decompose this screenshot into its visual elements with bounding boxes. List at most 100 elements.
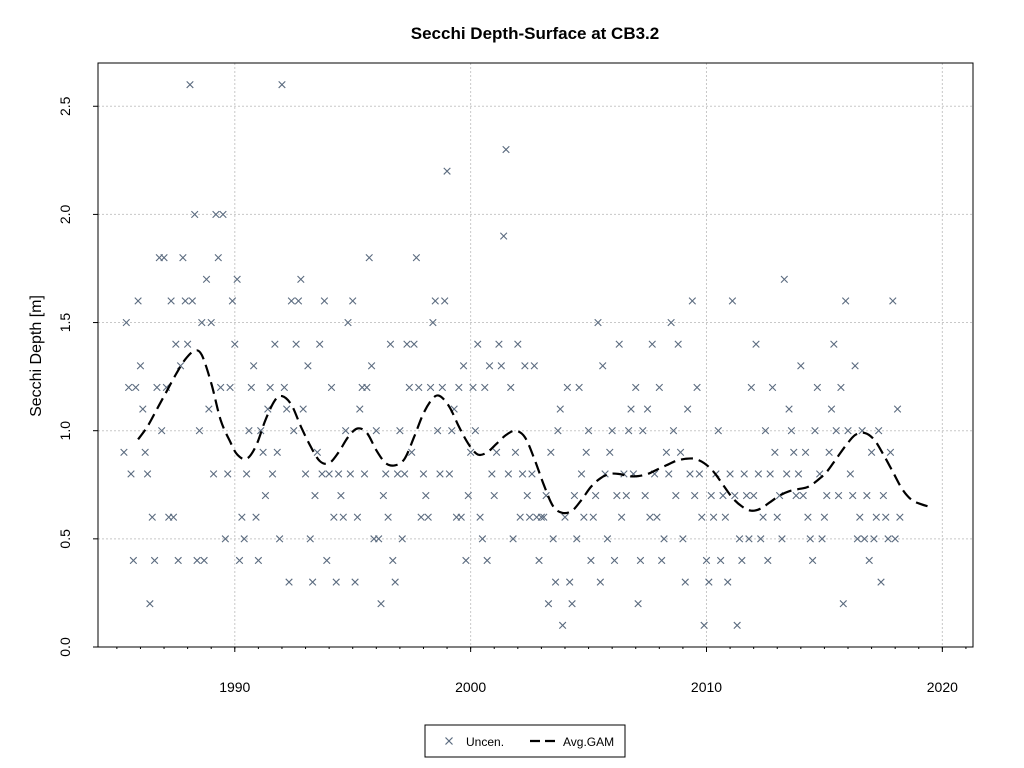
data-point	[530, 362, 539, 370]
data-point	[636, 556, 645, 565]
data-point	[603, 535, 612, 543]
data-point	[294, 297, 303, 305]
data-point	[127, 470, 135, 478]
data-point	[745, 535, 753, 543]
data-point	[540, 513, 548, 521]
data-point	[691, 491, 699, 500]
data-point	[297, 275, 305, 283]
data-point	[624, 427, 633, 435]
data-point	[363, 383, 371, 392]
data-point	[874, 427, 883, 435]
data-point	[282, 405, 291, 413]
y-tick-label: 0.5	[57, 529, 73, 549]
data-point	[752, 340, 760, 348]
data-point	[224, 470, 232, 478]
data-point	[884, 535, 892, 543]
data-point	[377, 600, 385, 608]
data-point	[372, 427, 380, 435]
data-point	[535, 556, 543, 565]
y-axis-label: Secchi Depth [m]	[28, 295, 45, 417]
data-point	[514, 340, 522, 348]
data-point	[518, 470, 527, 478]
data-point	[594, 318, 602, 327]
data-point	[811, 427, 819, 435]
data-point	[433, 427, 442, 435]
data-point	[405, 383, 414, 392]
data-point	[584, 427, 593, 435]
data-point	[657, 556, 666, 565]
data-point	[610, 556, 619, 565]
data-point	[575, 383, 583, 392]
data-point	[823, 491, 831, 500]
data-point	[820, 513, 829, 521]
data-point	[148, 513, 156, 521]
data-point	[606, 448, 614, 457]
data-point	[528, 470, 536, 478]
data-point	[483, 556, 491, 565]
data-point	[648, 340, 656, 348]
data-point	[516, 513, 524, 521]
data-point	[136, 362, 145, 370]
data-point	[632, 383, 640, 392]
data-point	[143, 470, 152, 478]
data-point	[186, 80, 194, 89]
data-point	[261, 491, 270, 500]
data-point	[523, 491, 531, 500]
data-point	[485, 362, 494, 370]
data-point	[674, 340, 682, 348]
data-point	[240, 535, 248, 543]
data-point	[391, 578, 399, 586]
data-point	[790, 448, 798, 457]
data-point	[346, 470, 355, 478]
data-point	[367, 362, 376, 370]
data-point	[818, 535, 826, 543]
data-point	[846, 470, 855, 478]
data-point	[676, 448, 685, 457]
data-point	[667, 318, 675, 327]
data-point	[754, 470, 763, 478]
avg-gam-line	[137, 349, 929, 515]
data-point	[801, 448, 810, 457]
data-point	[214, 253, 222, 262]
data-point	[252, 513, 260, 521]
data-point	[318, 470, 326, 478]
x-tick-label: 1990	[219, 679, 250, 695]
data-point	[285, 578, 293, 586]
data-point	[169, 513, 178, 521]
data-point	[299, 405, 307, 413]
data-point	[830, 340, 838, 348]
data-point	[707, 491, 715, 500]
data-point	[478, 535, 487, 543]
data-point	[853, 535, 862, 543]
data-point	[749, 491, 758, 500]
data-point	[195, 427, 204, 435]
data-point	[191, 210, 199, 219]
data-point	[316, 340, 324, 348]
data-point	[757, 535, 765, 543]
data-point	[792, 491, 800, 500]
data-point	[495, 340, 503, 348]
data-point	[537, 513, 546, 521]
data-point	[374, 535, 383, 543]
data-point	[705, 578, 713, 586]
data-point	[834, 491, 843, 500]
data-point	[445, 470, 454, 478]
data-point	[134, 297, 142, 305]
data-point	[766, 470, 774, 478]
data-point	[768, 383, 777, 392]
data-point	[856, 513, 864, 521]
data-point	[301, 470, 310, 478]
data-point	[582, 448, 590, 457]
data-point	[488, 470, 496, 478]
data-point	[275, 535, 284, 543]
data-point	[396, 427, 404, 435]
data-point	[655, 383, 664, 392]
data-point	[521, 362, 529, 370]
data-point	[228, 297, 237, 305]
data-point	[384, 513, 392, 521]
data-point	[863, 491, 871, 500]
data-point	[507, 383, 515, 392]
data-point	[702, 556, 711, 565]
data-point	[577, 470, 586, 478]
legend-marker-x-icon	[445, 737, 453, 745]
